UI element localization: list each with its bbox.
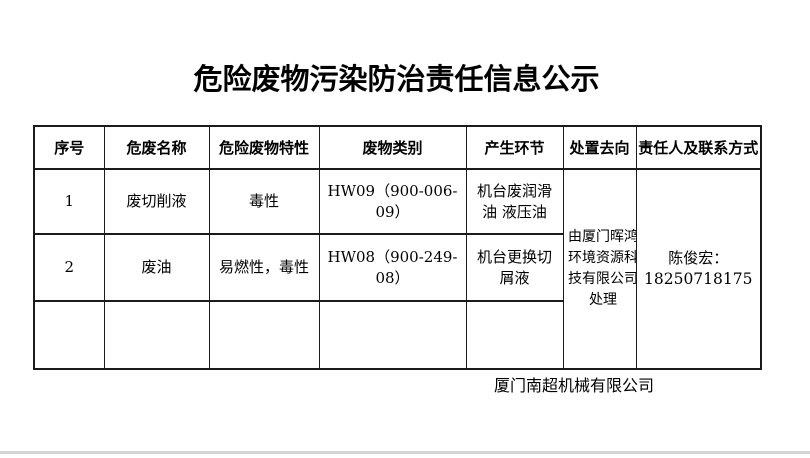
col-header-disposal: 处置去向 [562, 125, 637, 170]
bottom-divider [0, 451, 810, 454]
cell-disposal: 由厦门晖鸿环境资源科技有限公司处理 [562, 168, 637, 370]
col-header-contact: 责任人及联系方式 [635, 125, 762, 170]
cell-category: HW09（900-006-09） [318, 168, 467, 235]
cell-stage [465, 300, 564, 370]
cell-waste-name: 废油 [103, 233, 210, 302]
contact-phone: 18250718175 [644, 270, 753, 288]
cell-stage: 机台更换切屑液 [465, 233, 564, 302]
col-header-waste-trait: 危险废物特性 [208, 125, 320, 170]
table-header-row: 序号 危废名称 危险废物特性 废物类别 产生环节 处置去向 责任人及联系方式 [33, 125, 762, 170]
cell-trait [208, 300, 320, 370]
table-row: 1 废切削液 毒性 HW09（900-006-09） 机台废润滑油 液压油 由厦… [33, 168, 762, 370]
col-header-no: 序号 [33, 125, 105, 170]
hazardous-waste-table: 序号 危废名称 危险废物特性 废物类别 产生环节 处置去向 责任人及联系方式 1… [33, 125, 762, 370]
footer-company-name: 厦门南超机械有限公司 [494, 376, 655, 395]
col-header-waste-name: 危废名称 [103, 125, 210, 170]
cell-trait: 毒性 [208, 168, 320, 235]
cell-trait: 易燃性，毒性 [208, 233, 320, 302]
cell-no: 2 [33, 233, 105, 302]
cell-contact: 陈俊宏： 18250718175 [635, 168, 762, 370]
cell-category: HW08（900-249-08） [318, 233, 467, 302]
col-header-waste-category: 废物类别 [318, 125, 467, 170]
contact-name: 陈俊宏： [668, 249, 729, 267]
table-row [33, 300, 761, 370]
cell-waste-name: 废切削液 [103, 168, 210, 235]
cell-no [33, 300, 105, 370]
page-title: 危险废物污染防治责任信息公示 [193, 62, 600, 96]
disposal-text: 由厦门晖鸿环境资源科技有限公司处理 [568, 229, 636, 308]
col-header-production-stage: 产生环节 [465, 125, 564, 170]
cell-waste-name [103, 300, 210, 370]
cell-stage: 机台废润滑油 液压油 [465, 168, 564, 235]
table-row: 2 废油 易燃性，毒性 HW08（900-249-08） 机台更换切屑液 [33, 233, 761, 302]
cell-no: 1 [33, 168, 105, 235]
cell-category [318, 300, 467, 370]
